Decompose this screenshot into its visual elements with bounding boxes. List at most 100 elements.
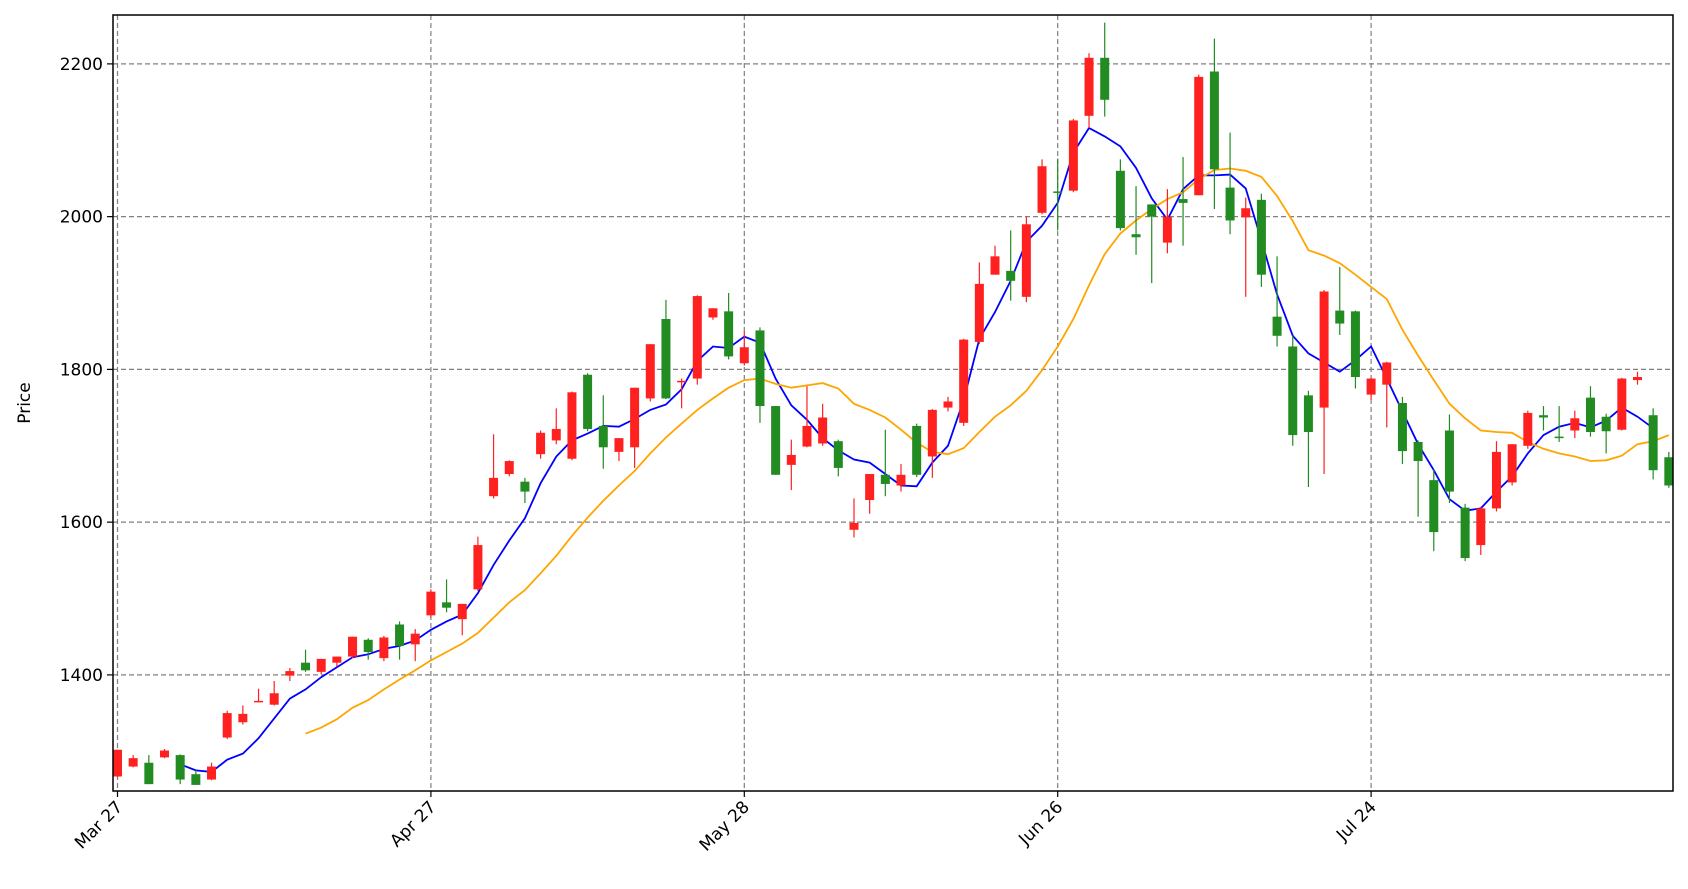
candle-body (1053, 191, 1063, 193)
candle-up (1256, 193, 1266, 287)
candle-body (410, 633, 420, 645)
candle-body (912, 425, 922, 475)
candle-body (1476, 508, 1486, 546)
candle-body (1664, 457, 1674, 486)
candle-body (943, 401, 953, 408)
candle-body (1554, 436, 1564, 439)
candle-down (1570, 410, 1580, 439)
candle-up (912, 423, 922, 478)
candle-down (677, 378, 687, 409)
candle-body (426, 591, 436, 616)
candle-body (896, 474, 906, 486)
candle-body (473, 545, 483, 590)
candle-body (128, 758, 138, 767)
candle-body (1068, 120, 1078, 191)
candle-body (1397, 403, 1407, 452)
candle-up (1397, 396, 1407, 465)
candle-up (1413, 440, 1423, 517)
candles (113, 22, 1674, 785)
candle-down (739, 331, 749, 366)
candle-down (426, 589, 436, 618)
candle-up (1429, 469, 1439, 552)
candle-up (1444, 414, 1454, 504)
candle-body (755, 330, 765, 407)
y-tick-label: 1600 (60, 513, 103, 533)
candle-down (849, 498, 859, 538)
x-tick-label: Apr 27 (386, 797, 440, 851)
candle-body (379, 637, 389, 659)
candle-up (363, 638, 373, 660)
candle-body (348, 636, 358, 657)
candle-up (1006, 230, 1016, 301)
plot-background (113, 15, 1673, 791)
candle-body (1382, 362, 1392, 385)
candle-up (1147, 204, 1157, 284)
candle-body (1303, 395, 1313, 433)
candle-down (708, 308, 718, 320)
candle-body (927, 409, 937, 457)
candle-down (128, 755, 138, 768)
candle-body (1037, 166, 1047, 213)
candle-up (1115, 159, 1125, 231)
candle-body (1335, 310, 1345, 324)
candle-body (1209, 71, 1219, 170)
candle-up (583, 373, 593, 432)
candle-body (1256, 199, 1266, 275)
candle-body (254, 700, 264, 703)
y-tick-label: 2200 (60, 55, 103, 75)
candle-body (1491, 451, 1501, 509)
candle-body (1225, 187, 1235, 221)
candle-body (833, 441, 843, 468)
candle-down (473, 536, 483, 591)
candle-down (645, 344, 655, 402)
candle-up (1601, 413, 1611, 454)
candle-body (708, 308, 718, 318)
candle-up (395, 621, 405, 660)
candle-up (1350, 310, 1360, 389)
candle-up (771, 406, 781, 475)
candle-up (301, 649, 311, 672)
candle-body (222, 713, 232, 738)
candle-up (1288, 335, 1298, 446)
candle-down (927, 409, 937, 478)
candle-body (504, 461, 514, 475)
candle-down (1037, 159, 1047, 215)
candle-body (849, 522, 859, 530)
candle-down (1491, 441, 1501, 512)
candle-down (113, 749, 122, 778)
candle-down (1241, 197, 1251, 297)
candle-body (583, 374, 593, 429)
candle-down (348, 636, 358, 659)
candle-up (1585, 386, 1595, 437)
candle-down (974, 262, 984, 345)
candle-up (661, 299, 671, 400)
candle-body (160, 750, 170, 758)
candle-down (238, 705, 248, 725)
candle-body (551, 428, 561, 441)
candle-body (269, 693, 279, 705)
candle-up (1100, 22, 1110, 117)
candle-up (175, 754, 185, 785)
candle-down (254, 688, 264, 703)
candle-body (598, 425, 608, 448)
candle-down (1021, 216, 1031, 303)
candle-up (1209, 38, 1219, 209)
candle-down (1382, 361, 1392, 428)
candle-body (536, 432, 546, 455)
candle-up (1303, 390, 1313, 488)
candle-down (1084, 53, 1094, 129)
candle-body (1617, 378, 1627, 430)
candle-body (1178, 199, 1188, 203)
candle-body (1194, 76, 1204, 196)
candle-body (457, 603, 467, 620)
candle-body (990, 256, 1000, 275)
candle-up (598, 395, 608, 469)
candle-down (1068, 118, 1078, 193)
candle-up (1538, 406, 1548, 431)
series-line (305, 167, 1670, 735)
candle-body (1350, 311, 1360, 378)
candle-body (395, 624, 405, 646)
candle-body (1272, 316, 1282, 336)
candle-body (771, 406, 781, 475)
candle-body (363, 639, 373, 652)
